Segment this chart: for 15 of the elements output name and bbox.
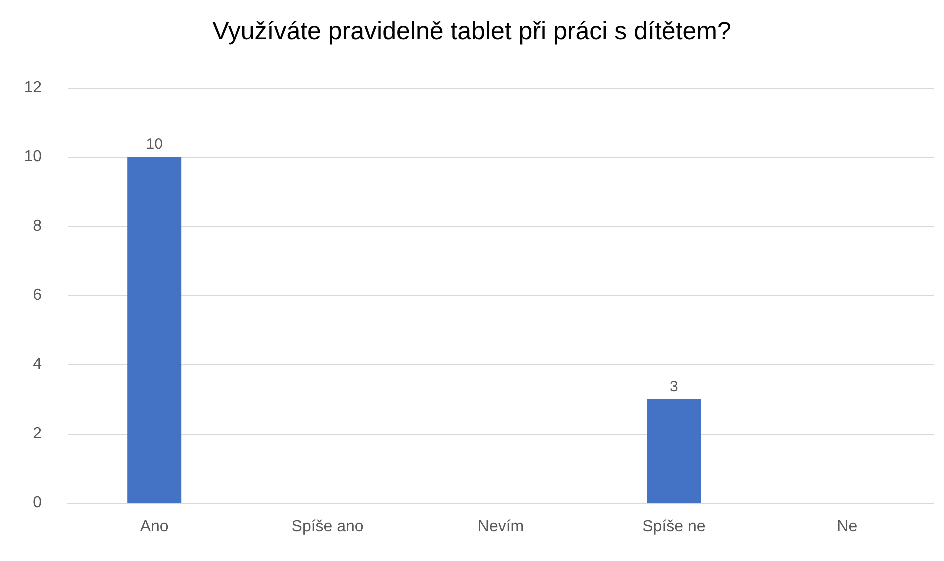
x-tick-label: Ne bbox=[837, 518, 858, 536]
x-tick-label: Spíše ne bbox=[642, 518, 706, 536]
y-tick-label: 0 bbox=[33, 494, 42, 512]
data-label: 3 bbox=[670, 378, 678, 396]
y-tick-label: 10 bbox=[24, 148, 42, 166]
x-tick-label: Nevím bbox=[478, 518, 524, 536]
y-tick-label: 4 bbox=[33, 356, 42, 374]
y-tick-label: 12 bbox=[24, 80, 42, 96]
y-tick-label: 2 bbox=[33, 425, 42, 442]
x-tick-label: Spíše ano bbox=[292, 518, 364, 536]
y-tick-label: 6 bbox=[33, 287, 42, 304]
chart-title: Využíváte pravidelně tablet při práci s dítětem? bbox=[212, 18, 732, 46]
x-tick-label: Ano bbox=[140, 518, 169, 536]
data-label: 10 bbox=[146, 136, 163, 154]
y-tick-label: 8 bbox=[33, 218, 42, 235]
